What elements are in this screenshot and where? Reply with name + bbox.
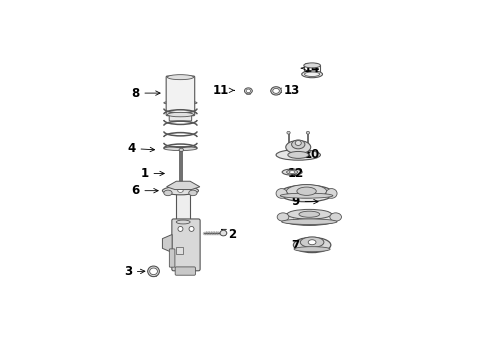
Ellipse shape	[273, 89, 279, 93]
Text: 14: 14	[301, 62, 320, 75]
FancyBboxPatch shape	[169, 113, 192, 121]
Text: 11: 11	[213, 84, 234, 97]
Ellipse shape	[167, 112, 194, 117]
Ellipse shape	[282, 169, 302, 175]
FancyBboxPatch shape	[166, 76, 195, 116]
Ellipse shape	[279, 185, 334, 202]
Ellipse shape	[280, 211, 339, 225]
Ellipse shape	[246, 89, 250, 93]
Ellipse shape	[164, 190, 172, 195]
Ellipse shape	[292, 140, 305, 149]
Ellipse shape	[176, 183, 190, 186]
Ellipse shape	[277, 213, 289, 221]
Ellipse shape	[308, 240, 316, 245]
Text: 5: 5	[292, 211, 314, 224]
Ellipse shape	[276, 189, 287, 198]
Polygon shape	[162, 234, 172, 252]
Ellipse shape	[299, 211, 320, 217]
Bar	[176, 247, 183, 254]
Ellipse shape	[245, 88, 252, 94]
Text: 4: 4	[127, 142, 154, 155]
Ellipse shape	[178, 189, 183, 192]
Ellipse shape	[294, 237, 331, 253]
Ellipse shape	[179, 148, 183, 152]
Text: 6: 6	[131, 184, 158, 197]
Ellipse shape	[326, 189, 337, 198]
Ellipse shape	[290, 171, 295, 174]
FancyBboxPatch shape	[172, 219, 200, 271]
Ellipse shape	[276, 150, 320, 160]
FancyBboxPatch shape	[170, 249, 175, 267]
Ellipse shape	[178, 226, 183, 231]
Ellipse shape	[176, 220, 190, 224]
Ellipse shape	[286, 140, 311, 154]
Ellipse shape	[167, 75, 194, 80]
Ellipse shape	[162, 186, 198, 195]
Ellipse shape	[294, 247, 330, 252]
Ellipse shape	[164, 147, 197, 150]
Text: 7: 7	[292, 239, 314, 252]
Ellipse shape	[300, 237, 324, 247]
Ellipse shape	[189, 190, 197, 195]
Ellipse shape	[271, 87, 281, 95]
FancyBboxPatch shape	[175, 267, 196, 275]
Ellipse shape	[287, 185, 327, 198]
Text: 8: 8	[131, 87, 160, 100]
Bar	[176, 185, 190, 222]
Ellipse shape	[330, 213, 342, 221]
Ellipse shape	[189, 226, 194, 231]
Ellipse shape	[164, 101, 197, 105]
Text: 1: 1	[140, 167, 164, 180]
Ellipse shape	[306, 131, 310, 134]
Text: 2: 2	[221, 228, 236, 241]
Ellipse shape	[149, 268, 157, 275]
Ellipse shape	[288, 152, 309, 158]
Ellipse shape	[287, 131, 290, 134]
Ellipse shape	[282, 219, 337, 225]
Ellipse shape	[295, 140, 301, 145]
Text: 12: 12	[287, 167, 304, 180]
Ellipse shape	[297, 187, 316, 195]
Ellipse shape	[147, 266, 159, 276]
Ellipse shape	[304, 72, 320, 76]
Ellipse shape	[220, 230, 227, 236]
Ellipse shape	[287, 210, 332, 219]
Text: 3: 3	[123, 265, 145, 278]
Text: 10: 10	[304, 148, 320, 161]
Text: 9: 9	[292, 195, 318, 208]
Ellipse shape	[280, 193, 333, 198]
Ellipse shape	[304, 63, 320, 68]
Polygon shape	[167, 181, 200, 190]
Ellipse shape	[287, 170, 298, 174]
Text: 13: 13	[277, 84, 299, 97]
Ellipse shape	[302, 71, 322, 78]
